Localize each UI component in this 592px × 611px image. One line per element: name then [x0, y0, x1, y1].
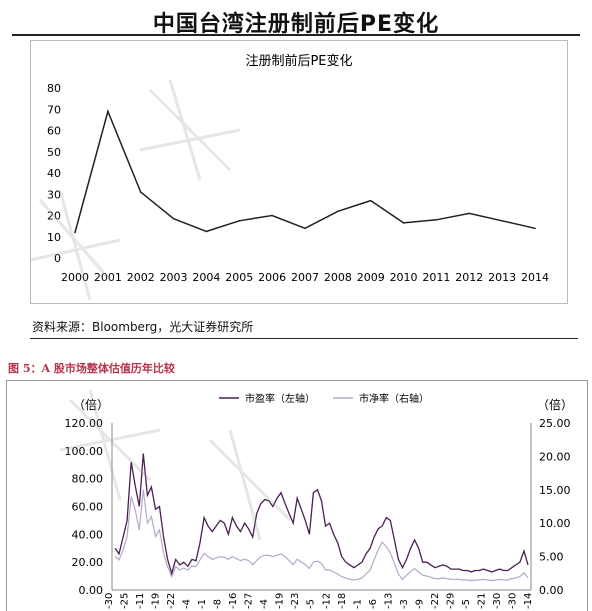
x-tick-label: -11: [135, 593, 146, 609]
y-right-tick-label: 20.00: [539, 450, 571, 463]
x-tick-label: 2006: [258, 271, 286, 284]
pe-point: [74, 231, 76, 234]
y-tick-label: 0: [54, 252, 61, 265]
y-tick-label: 30: [47, 188, 61, 201]
source-divider: [30, 338, 578, 339]
x-tick-label: -23: [290, 593, 301, 609]
x-tick-label: 2007: [291, 271, 319, 284]
pe-ratio-line: [114, 453, 529, 576]
x-tick-label: -1: [197, 599, 208, 609]
x-tick-label: 2004: [192, 271, 220, 284]
y-left-tick-label: 80.00: [72, 473, 104, 486]
title-divider: [12, 34, 580, 36]
x-tick-label: 2005: [225, 271, 253, 284]
y-right-tick-label: 10.00: [539, 517, 571, 530]
y-left-tick-label: 100.00: [65, 445, 104, 458]
pe-chart: 注册制前后PE变化 0 10 20 30 40 50 60 70 80 2000 2001 2002 20…: [47, 53, 549, 284]
x-tick-label: -30: [492, 593, 503, 609]
valuation-chart: （倍） （倍） 0.00 20.00 40.00 60.00 80.00 100.00 120.…: [65, 392, 574, 609]
y-right-tick-label: 5.00: [539, 551, 564, 564]
y-right-tick-label: 15.00: [539, 484, 571, 497]
x-tick-label: -19: [151, 593, 162, 609]
pb-ratio-line: [114, 489, 529, 582]
y-tick-label: 60: [47, 125, 61, 138]
x-tick-label: 2012: [455, 271, 483, 284]
pe-point: [139, 191, 142, 193]
x-tick-label: -4: [259, 599, 270, 609]
y-tick-label: 70: [47, 103, 61, 116]
legend-label: 市盈率（左轴）: [245, 392, 315, 405]
y-tick-label: 80: [47, 82, 61, 95]
x-tick-label: -25: [120, 593, 131, 609]
y-tick-label: 50: [47, 146, 61, 159]
x-tick-label: 2002: [127, 271, 155, 284]
x-tick-label: -13: [383, 593, 394, 609]
pe-point: [402, 222, 405, 224]
y-tick-label: 10: [47, 231, 61, 244]
x-tick-label: -19: [275, 593, 286, 609]
pe-point: [369, 199, 372, 202]
pe-point: [468, 212, 471, 215]
x-tick-label: 2008: [324, 271, 352, 284]
figure-5-caption: 图 5：A 股市场整体估值历年比较: [8, 362, 175, 375]
pe-point: [271, 214, 273, 217]
y-left-tick-label: 20.00: [72, 556, 104, 569]
x-tick-label: -5: [306, 599, 317, 609]
x-tick-label: -30: [104, 593, 115, 609]
x-tick-label: -18: [337, 593, 348, 609]
x-tick-label: 2009: [357, 271, 385, 284]
x-tick-label: -12: [321, 593, 332, 609]
y-left-tick-label: 40.00: [72, 528, 104, 541]
pe-point: [534, 227, 536, 230]
pe-point: [501, 220, 503, 222]
y-left-tick-label: 0.00: [79, 584, 104, 597]
x-tick-label: 2010: [390, 271, 418, 284]
pe-chart-frame: 注册制前后PE变化 0 10 20 30 40 50 60 70 80 2000 2001 2002 20…: [30, 40, 568, 304]
pe-point: [304, 227, 306, 230]
x-tick-label: 2011: [422, 271, 450, 284]
x-tick-label: 2014: [521, 271, 549, 284]
x-tick-label: -30: [508, 593, 519, 609]
x-tick-label: 2001: [94, 271, 122, 284]
x-tick-label: -4: [182, 599, 193, 609]
legend-label: 市净率（右轴）: [359, 392, 429, 405]
x-tick-label: -5: [461, 599, 472, 609]
x-tick-label: -14: [523, 593, 534, 609]
y-tick-label: 40: [47, 167, 61, 180]
pe-series-line: [74, 109, 536, 233]
valuation-chart-frame: （倍） （倍） 0.00 20.00 40.00 60.00 80.00 100.00 120.…: [6, 380, 588, 611]
x-tick-label: 2013: [488, 271, 516, 284]
pe-point: [337, 210, 339, 213]
y-left-tick-label: 120.00: [65, 417, 104, 430]
x-tick-label: -9: [414, 599, 425, 609]
left-axis-unit: （倍）: [73, 397, 109, 412]
x-tick-label: -29: [445, 593, 456, 609]
x-tick-label: -1: [352, 599, 363, 609]
chart-title: 注册制前后PE变化: [245, 53, 352, 69]
right-axis-unit: （倍）: [537, 397, 573, 412]
page-title: 中国台湾注册制前后PE变化: [152, 12, 440, 37]
x-tick-label: 2000: [61, 271, 89, 284]
y-tick-label: 20: [47, 210, 61, 223]
pe-point: [238, 220, 241, 222]
x-tick-label: -3: [399, 599, 410, 609]
pe-point: [435, 218, 438, 221]
source-note: 资料来源：Bloomberg，光大证券研究所: [32, 320, 254, 334]
pe-point: [107, 110, 109, 113]
pe-point: [205, 230, 208, 233]
x-tick-label: -8: [213, 599, 224, 609]
x-tick-label: -16: [228, 593, 239, 609]
y-right-tick-label: 0.00: [539, 584, 564, 597]
y-left-tick-label: 60.00: [72, 501, 104, 514]
x-tick-label: -22: [430, 593, 441, 609]
x-tick-label: -22: [166, 593, 177, 609]
x-tick-label: -27: [244, 593, 255, 609]
y-right-tick-label: 25.00: [539, 417, 571, 430]
x-tick-label: -6: [368, 599, 379, 609]
x-tick-label: -21: [476, 593, 487, 609]
pe-point: [172, 217, 175, 220]
x-tick-label: 2003: [160, 271, 188, 284]
